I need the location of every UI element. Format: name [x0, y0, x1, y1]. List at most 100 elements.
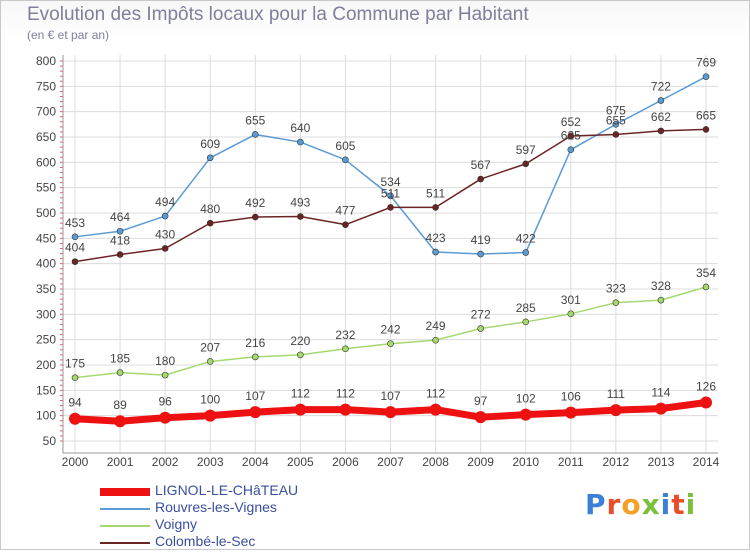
data-point [294, 403, 307, 416]
data-point [71, 233, 79, 241]
data-label: 609 [200, 137, 220, 151]
data-point [477, 250, 484, 258]
legend-swatch [100, 525, 150, 527]
data-label: 242 [380, 323, 400, 337]
data-point [702, 126, 710, 133]
y-tick-label: 50 [43, 434, 57, 448]
data-point [251, 353, 259, 361]
data-point [429, 403, 442, 416]
data-point [657, 97, 665, 104]
data-point [612, 299, 620, 306]
y-tick-label: 150 [36, 383, 56, 397]
data-label: 249 [426, 319, 446, 333]
data-point [116, 227, 124, 235]
data-label: 493 [290, 196, 310, 210]
data-label: 625 [561, 129, 581, 143]
data-point [702, 283, 710, 291]
legend-swatch [100, 508, 150, 510]
x-tick-label: 2003 [197, 455, 224, 469]
logo-letter: P [585, 488, 607, 521]
data-point [702, 73, 710, 81]
data-point [567, 310, 575, 318]
data-point [251, 213, 259, 221]
data-label: 207 [200, 340, 220, 354]
data-point [609, 404, 622, 417]
data-point [71, 374, 79, 381]
data-label: 640 [290, 121, 310, 135]
logo-letter: i [660, 488, 672, 521]
legend-swatch [100, 488, 150, 496]
data-label: 328 [651, 279, 671, 293]
data-point [206, 358, 214, 365]
data-label: 94 [68, 396, 82, 410]
data-point [69, 412, 81, 425]
data-label: 112 [336, 387, 355, 401]
data-point [161, 212, 169, 220]
data-point [116, 369, 124, 376]
data-label: 655 [245, 113, 265, 127]
data-point [612, 121, 620, 128]
data-label: 423 [426, 231, 446, 245]
y-tick-label: 750 [36, 79, 56, 93]
data-label: 216 [245, 336, 265, 350]
data-label: 112 [291, 387, 310, 401]
legend-label: Rouvres-les-Vignes [155, 499, 277, 515]
x-tick-label: 2006 [332, 455, 359, 469]
data-label: 126 [696, 379, 716, 393]
data-label: 100 [200, 393, 220, 407]
data-point [474, 411, 487, 424]
data-label: 494 [155, 195, 175, 209]
legend-label: Voigny [155, 516, 198, 532]
data-point [522, 249, 530, 256]
y-tick-label: 700 [36, 105, 56, 119]
x-tick-label: 2012 [603, 455, 630, 469]
data-label: 112 [426, 387, 445, 401]
x-tick-label: 2001 [107, 455, 134, 469]
data-label: 567 [471, 158, 491, 172]
data-label: 492 [245, 196, 265, 210]
x-tick-label: 2000 [62, 455, 89, 469]
data-point [432, 248, 439, 256]
data-label: 652 [561, 115, 581, 129]
data-label: 655 [606, 113, 626, 127]
data-point [161, 245, 169, 252]
y-tick-label: 600 [36, 155, 56, 169]
x-tick-label: 2009 [467, 455, 494, 469]
data-label: 418 [110, 234, 130, 248]
y-tick-label: 100 [36, 409, 56, 423]
data-point [384, 406, 397, 419]
data-label: 662 [651, 110, 671, 124]
data-label: 96 [158, 395, 172, 409]
data-label: 285 [516, 301, 536, 315]
x-tick-label: 2011 [558, 455, 584, 469]
data-point [249, 406, 262, 419]
data-point [612, 131, 620, 138]
data-label: 185 [110, 352, 130, 366]
y-tick-label: 800 [36, 54, 56, 68]
data-label: 453 [65, 216, 85, 230]
data-point [251, 131, 259, 138]
data-label: 272 [471, 308, 491, 322]
data-point [297, 351, 304, 359]
data-point [657, 127, 665, 135]
data-label: 422 [516, 232, 536, 246]
data-point [564, 406, 577, 419]
data-point [159, 411, 172, 424]
data-label: 232 [335, 328, 355, 342]
logo-letter: i [685, 488, 697, 521]
data-label: 89 [113, 398, 127, 412]
data-label: 477 [335, 204, 355, 218]
legend-swatch [100, 542, 150, 544]
data-label: 665 [696, 108, 716, 122]
x-tick-label: 2007 [377, 455, 404, 469]
data-label: 354 [696, 266, 716, 280]
y-tick-label: 400 [36, 257, 56, 271]
data-point [700, 396, 712, 409]
data-label: 419 [471, 233, 491, 247]
data-point [387, 192, 394, 200]
data-label: 180 [155, 354, 175, 368]
data-label: 102 [516, 392, 536, 406]
data-label: 511 [381, 186, 400, 200]
data-label: 480 [200, 202, 220, 216]
data-point [477, 175, 484, 183]
